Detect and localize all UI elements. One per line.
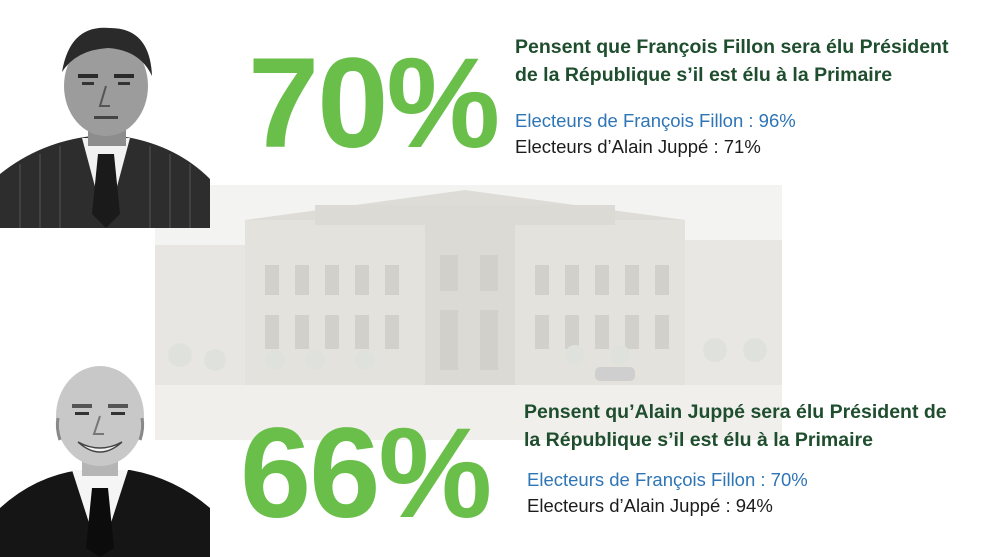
portrait-bottom-man	[0, 366, 210, 557]
top-stat-juppe-voters: Electeurs d’Alain Juppé : 71%	[515, 136, 761, 157]
bottom-stat-juppe-voters: Electeurs d’Alain Juppé : 94%	[527, 495, 773, 516]
portrait-top-man	[0, 27, 210, 228]
bottom-stat-fillon-voters: Electeurs de François Fillon : 70%	[527, 469, 808, 490]
headline-top-line-1: Pensent que François Fillon sera élu Pré…	[515, 36, 949, 58]
headline-top-line-2: de la République s’il est élu à la Prima…	[515, 64, 893, 86]
top-stat-fillon-voters: Electeurs de François Fillon : 96%	[515, 110, 796, 131]
headline-top: Pensent que François Fillon sera élu Pré…	[515, 33, 948, 89]
headline-bottom-line-2: la République s’il est élu à la Primaire	[524, 429, 873, 451]
percentage-bottom: 66%	[240, 402, 492, 545]
palace-background-image	[155, 185, 782, 440]
headline-bottom: Pensent qu’Alain Juppé sera élu Présiden…	[524, 398, 947, 454]
headline-bottom-line-1: Pensent qu’Alain Juppé sera élu Présiden…	[524, 401, 947, 423]
percentage-top: 70%	[248, 32, 500, 175]
